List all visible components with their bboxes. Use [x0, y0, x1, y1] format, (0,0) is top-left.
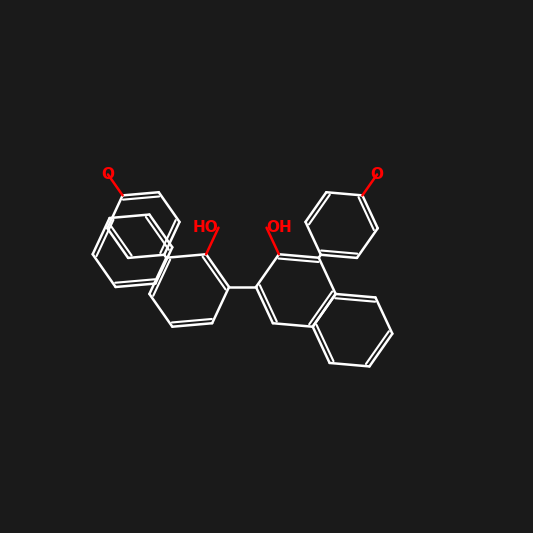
Text: O: O [101, 167, 115, 182]
Text: O: O [370, 167, 384, 182]
Text: HO: HO [193, 220, 219, 235]
Text: OH: OH [266, 220, 292, 235]
